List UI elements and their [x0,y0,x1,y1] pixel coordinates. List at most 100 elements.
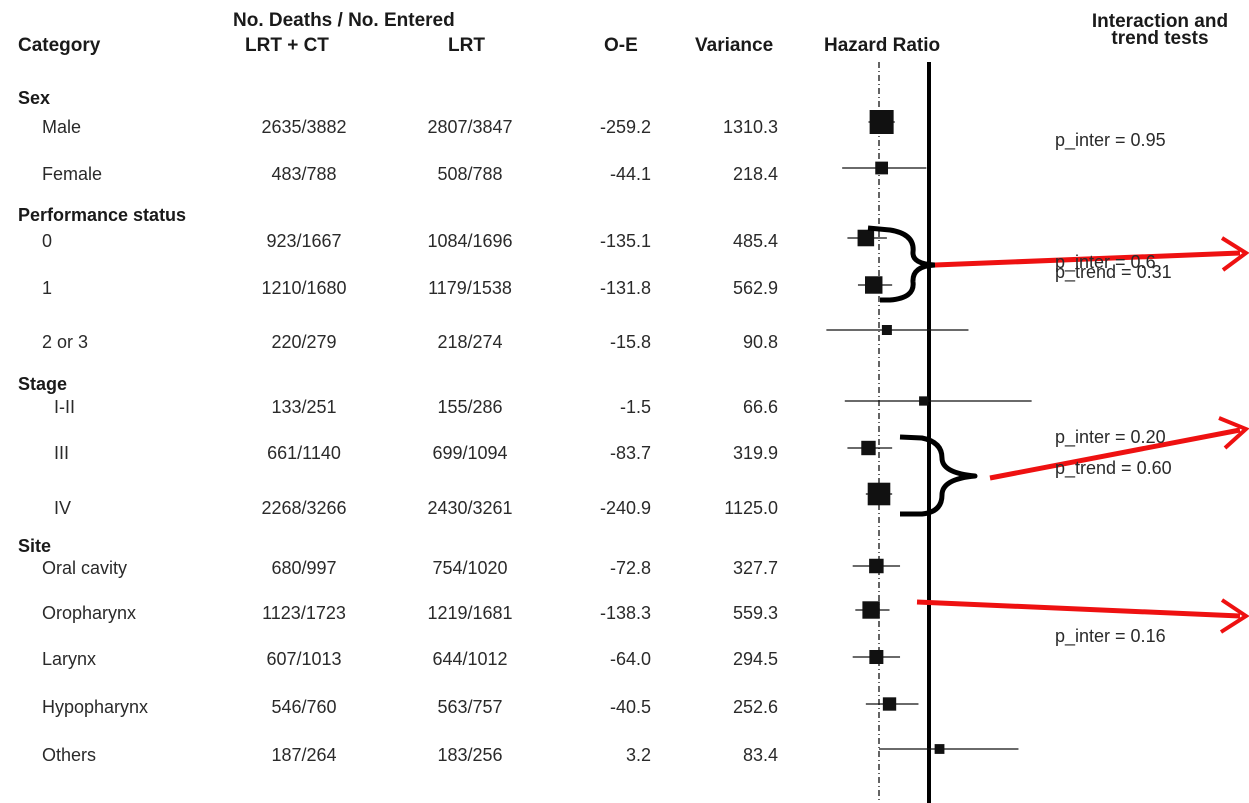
row-lrt: 1179/1538 [428,278,512,298]
hr-marker-larynx [869,649,884,665]
row-variance: 66.6 [743,397,778,417]
row-lrt-ct: 607/1013 [266,649,341,669]
row-lrt: 218/274 [437,332,502,352]
row-lrt: 2807/3847 [427,117,512,137]
hr-marker-hypopharynx [882,697,897,711]
row-variance: 1125.0 [724,498,778,518]
row-lrt: 1219/1681 [427,603,512,623]
arrow-stage-line [989,427,1241,481]
row-oe: -83.7 [610,443,651,463]
row-category: Female [42,164,102,184]
row-category: 1 [42,278,52,298]
stage-bracket [899,434,978,517]
row-variance: 327.7 [733,558,778,578]
row-lrt-ct: 133/251 [271,397,336,417]
row-lrt-ct: 2635/3882 [261,117,346,137]
annotations [867,225,1249,634]
group-label-performance: Performance status [18,205,186,225]
hr-marker-iv [867,482,891,506]
group-label-sex: Sex [18,88,50,108]
row-lrt: 644/1012 [432,649,507,669]
row-category: III [54,443,69,463]
row-variance: 294.5 [733,649,778,669]
row-lrt: 155/286 [437,397,502,417]
row-category: Oral cavity [42,558,127,578]
row-lrt: 183/256 [437,745,502,765]
hr-marker-male [869,110,894,134]
row-category: I-II [54,397,75,417]
row-variance: 319.9 [733,443,778,463]
row-lrt-ct: 546/760 [271,697,336,717]
hr-marker-female [875,161,889,175]
arrow-site-head [1219,598,1249,634]
row-variance: 252.6 [733,697,778,717]
row-lrt: 754/1020 [432,558,507,578]
row-lrt: 508/788 [437,164,502,184]
hr-marker-oropharynx [862,601,880,619]
test-stage-trend: p_trend = 0.60 [1055,458,1172,479]
header-arm-lrt-ct: LRT + CT [245,35,329,56]
row-oe: -135.1 [600,231,651,251]
row-variance: 485.4 [733,231,778,251]
test-performance-trend: p_trend = 0.31 [1055,262,1172,283]
row-category: IV [54,498,71,518]
row-category: 0 [42,231,52,251]
row-lrt: 2430/3261 [427,498,512,518]
arrow-performance-line [934,250,1241,268]
row-variance: 218.4 [733,164,778,184]
row-lrt-ct: 2268/3266 [261,498,346,518]
header-variance: Variance [695,35,773,56]
header-arm-lrt: LRT [448,35,485,56]
row-category: Male [42,117,81,137]
row-category: Others [42,745,96,765]
row-variance: 90.8 [743,332,778,352]
interaction-tests: p_inter = 0.95 p_inter = 0.6 p_trend = 0… [1055,130,1172,647]
test-site-inter: p_inter = 0.16 [1055,626,1166,647]
row-lrt: 563/757 [437,697,502,717]
row-oe: -240.9 [600,498,651,518]
hr-marker-iii [861,440,876,456]
test-stage-inter: p_inter = 0.20 [1055,427,1166,448]
group-label-site: Site [18,536,51,556]
header-oe: O-E [604,35,638,56]
hr-marker-oral-cavity [869,558,884,574]
row-category: Oropharynx [42,603,136,623]
header-hazard-ratio: Hazard Ratio [824,35,940,56]
row-category: 2 or 3 [42,332,88,352]
row-variance: 562.9 [733,278,778,298]
arrow-stage-head [1218,416,1249,450]
arrow-site-line [916,599,1241,619]
row-oe: -15.8 [610,332,651,352]
arrow-performance-head [1220,236,1249,272]
header-category: Category [18,35,101,56]
group-label-stage: Stage [18,374,67,394]
row-lrt-ct: 187/264 [271,745,336,765]
row-oe: -72.8 [610,558,651,578]
hr-marker-i-ii [919,396,929,406]
row-oe: -131.8 [600,278,651,298]
row-oe: -40.5 [610,697,651,717]
row-oe: -138.3 [600,603,651,623]
row-lrt: 699/1094 [432,443,507,463]
header-deaths-entered: No. Deaths / No. Entered [233,10,455,31]
row-category: Hypopharynx [42,697,148,717]
row-lrt-ct: 661/1140 [267,443,341,463]
row-lrt-ct: 220/279 [271,332,336,352]
row-lrt-ct: 680/997 [271,558,336,578]
row-lrt-ct: 483/788 [271,164,336,184]
header-tests-line2: trend tests [1111,28,1208,49]
row-variance: 1310.3 [723,117,778,137]
row-variance: 83.4 [743,745,778,765]
row-category: Larynx [42,649,96,669]
test-sex-inter: p_inter = 0.95 [1055,130,1166,151]
hr-marker-1 [865,276,883,294]
row-variance: 559.3 [733,603,778,623]
hr-marker-0 [857,229,875,247]
forest-plot-area [826,62,1032,803]
row-oe: -259.2 [600,117,651,137]
row-oe: -44.1 [610,164,651,184]
test-performance-inter: p_inter = 0.6 [1055,252,1156,273]
row-lrt-ct: 1210/1680 [261,278,346,298]
hr-marker-2-or-3 [881,324,892,336]
row-oe: -1.5 [620,397,651,417]
